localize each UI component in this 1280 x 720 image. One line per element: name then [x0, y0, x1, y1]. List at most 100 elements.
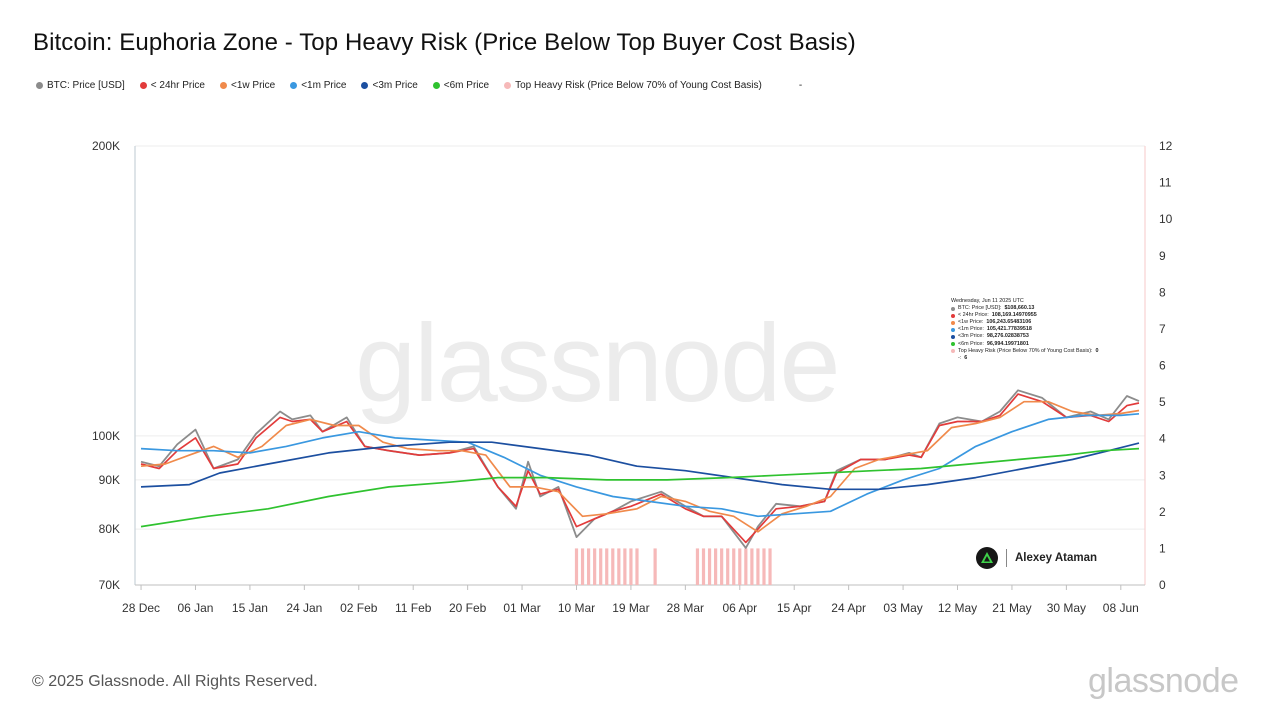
tooltip-value: 98,276.02838753: [986, 333, 1029, 340]
legend-item[interactable]: Top Heavy Risk (Price Below 70% of Young…: [504, 80, 762, 91]
tooltip-marker: [951, 356, 955, 360]
x-tick-label: 19 Mar: [612, 601, 649, 615]
tooltip-row: <1w Price: 106,243.65483106: [951, 319, 1129, 326]
x-tick-label: 03 May: [883, 601, 922, 615]
watermark: glassnode: [355, 302, 840, 425]
tooltip-marker: [951, 342, 955, 347]
x-tick-label: 24 Jan: [286, 601, 322, 615]
x-tick-label: 08 Jun: [1103, 601, 1139, 615]
tooltip-marker: [951, 335, 955, 340]
x-tick-label: 20 Feb: [449, 601, 487, 615]
risk-bar: [750, 548, 754, 585]
y-right-tick-label: 3: [1159, 468, 1166, 482]
legend-marker: [220, 82, 227, 89]
y-right-tick-label: 5: [1159, 395, 1166, 409]
legend-label: <1m Price: [301, 80, 347, 91]
legend-item[interactable]: <1m Price: [290, 80, 346, 91]
y-right-tick-label: 6: [1159, 359, 1166, 373]
tooltip-label: <6m Price:: [958, 340, 984, 347]
legend-label: -: [798, 80, 803, 91]
tooltip-label: <1m Price:: [958, 326, 984, 333]
tooltip-row: <1m Price: 105,421.77839518: [951, 326, 1129, 333]
x-tick-label: 15 Apr: [777, 601, 812, 615]
legend-label: <1w Price: [231, 80, 276, 91]
author-badge: Alexey Ataman: [976, 547, 1097, 569]
risk-bar: [707, 548, 712, 585]
legend-item[interactable]: -: [777, 80, 802, 91]
y-right-tick-label: 4: [1159, 432, 1166, 446]
legend-marker: [361, 82, 369, 89]
tooltip-marker: [951, 320, 955, 325]
tooltip-row: <6m Price: 96,994.19971801: [951, 341, 1129, 348]
y-left-tick-label: 90K: [99, 473, 120, 487]
y-right-tick-label: 7: [1159, 322, 1166, 336]
legend: BTC: Price [USD] < 24hr Price <1w Price <1m…: [36, 80, 802, 91]
tooltip-row: Top Heavy Risk (Price Below 70% of Young…: [951, 348, 1129, 355]
tooltip-label: BTC: Price [USD]:: [958, 305, 1002, 312]
legend-item[interactable]: < 24hr Price: [139, 80, 205, 91]
legend-item[interactable]: <1w Price: [220, 80, 275, 91]
legend-item[interactable]: <3m Price: [361, 80, 418, 91]
legend-item[interactable]: <6m Price: [432, 80, 489, 91]
tooltip-value: 0: [1095, 347, 1099, 354]
risk-bar: [756, 548, 760, 585]
legend-label: < 24hr Price: [150, 80, 205, 91]
x-tick-label: 01 Mar: [503, 601, 540, 615]
x-tick-label: 06 Apr: [722, 601, 757, 615]
risk-bar: [701, 548, 706, 585]
risk-bar: [586, 548, 591, 585]
risk-bar: [635, 548, 639, 585]
risk-bar: [695, 548, 700, 585]
y-left-tick-label: 200K: [92, 139, 120, 153]
tooltip-value: 106,243.65483106: [986, 319, 1032, 326]
legend-marker: [290, 82, 298, 89]
tooltip-marker: [951, 349, 955, 354]
risk-bar: [762, 548, 766, 585]
risk-bar: [605, 548, 609, 585]
risk-bar: [738, 548, 742, 585]
tooltip-row: < 24hr Price: 108,169.14970955: [951, 312, 1129, 319]
tooltip-row: <3m Price: 98,276.02838753: [951, 333, 1129, 340]
risk-bar: [653, 548, 657, 585]
x-tick-label: 02 Feb: [340, 601, 378, 615]
risk-bar: [720, 548, 724, 585]
y-right-tick-label: 0: [1159, 578, 1166, 592]
tooltip-date: Wednesday, Jun 11 2025 UTC: [951, 298, 1024, 304]
x-tick-label: 12 May: [938, 601, 977, 615]
tooltip-value: 108,169.14970955: [991, 312, 1037, 319]
tooltip-label: < 24hr Price:: [958, 312, 989, 319]
tooltip-row: BTC: Price [USD]: $108,660.13: [951, 305, 1129, 312]
x-tick-label: 21 May: [992, 601, 1031, 615]
risk-bar: [611, 548, 615, 585]
chart-title: Bitcoin: Euphoria Zone - Top Heavy Risk …: [33, 29, 856, 56]
tooltip-marker: [951, 327, 955, 332]
legend-item[interactable]: BTC: Price [USD]: [36, 80, 125, 91]
tooltip-label: Top Heavy Risk (Price Below 70% of Young…: [958, 347, 1093, 354]
x-tick-label: 28 Mar: [667, 601, 704, 615]
risk-bar: [713, 548, 718, 585]
hover-tooltip: Wednesday, Jun 11 2025 UTC BTC: Price [U…: [951, 298, 1129, 362]
brand-logo: glassnode: [1088, 662, 1239, 700]
risk-bar: [629, 548, 633, 585]
tooltip-value: $108,660.13: [1004, 305, 1035, 312]
tooltip-marker: [951, 313, 955, 318]
legend-marker: [504, 82, 512, 89]
series-line: [140, 447, 1140, 528]
risk-bar: [580, 548, 585, 585]
tooltip-value: 96,994.19971801: [986, 340, 1029, 347]
y-left-tick-label: 100K: [92, 429, 120, 443]
legend-label: BTC: Price [USD]: [47, 80, 125, 91]
risk-bar: [768, 548, 772, 585]
x-tick-label: 30 May: [1047, 601, 1086, 615]
series-line: [140, 393, 1140, 544]
author-divider: [1006, 549, 1007, 567]
copyright-footer: © 2025 Glassnode. All Rights Reserved.: [32, 673, 318, 690]
tooltip-row: -: 6: [951, 355, 1129, 362]
risk-bar: [726, 548, 730, 585]
tooltip-marker: [951, 306, 955, 311]
author-logo-icon: [976, 547, 998, 569]
y-right-tick-label: 8: [1159, 285, 1166, 299]
y-right-tick-label: 10: [1159, 212, 1173, 226]
risk-bar: [593, 548, 597, 585]
